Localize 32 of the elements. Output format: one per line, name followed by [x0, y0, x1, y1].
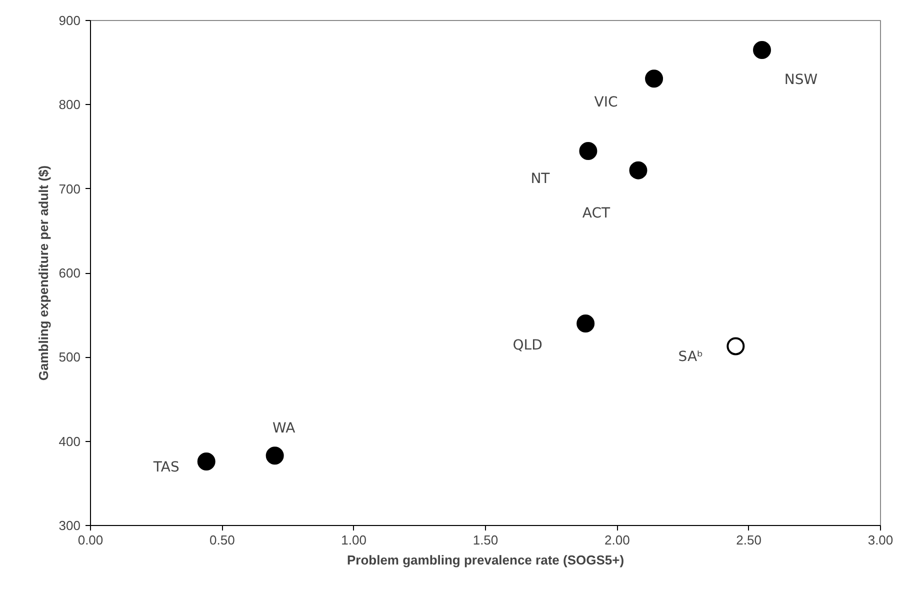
y-tick-label: 400 — [58, 434, 81, 449]
y-tick-label: 800 — [58, 97, 81, 112]
text: VIC — [594, 94, 618, 111]
y-tick-label: 900 — [58, 13, 81, 28]
point — [579, 142, 598, 160]
point — [726, 337, 745, 356]
series-label: WA — [272, 420, 296, 437]
text: ACT — [582, 205, 611, 222]
series-label: NSW — [784, 72, 818, 88]
y-tick-label: 600 — [58, 266, 81, 280]
x-tick-label: 1.00 — [341, 532, 366, 548]
y-tick-label: 300 — [58, 518, 81, 533]
point — [753, 40, 771, 59]
y-tick-label: 500 — [58, 350, 81, 365]
x-tick-label: 3.00 — [868, 532, 894, 548]
x-tick-label: 1.50 — [472, 532, 498, 548]
x-axis-title: Problem gambling prevalence rate (SOGS5+) — [346, 552, 624, 568]
text: QLD — [512, 338, 542, 354]
x-tick-label: 0.50 — [210, 532, 235, 548]
y-axis-title: Gambling expenditure per adult ($) — [36, 165, 51, 381]
x-tick-label: 0.00 — [78, 532, 104, 548]
point — [197, 452, 216, 471]
text: NT — [530, 170, 550, 187]
series-label: SAᵇ — [678, 349, 704, 366]
point — [266, 446, 284, 465]
point — [576, 314, 595, 332]
y-tick-label: 700 — [58, 181, 81, 196]
x-tick-label: 2.50 — [736, 532, 762, 548]
point — [645, 70, 664, 88]
series-label: TAS — [152, 460, 180, 476]
point — [629, 161, 648, 180]
x-tick-label: 2.00 — [604, 532, 630, 548]
